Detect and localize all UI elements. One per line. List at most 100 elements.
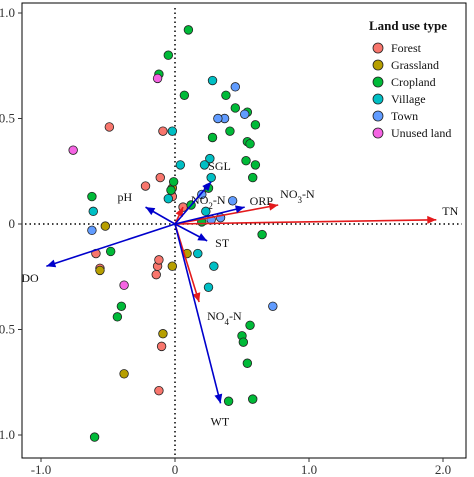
cropland-point: [250, 120, 261, 130]
legend-label-forest: Forest: [391, 41, 422, 55]
town-point: [239, 109, 250, 119]
no3-n-vector: [174, 204, 279, 225]
cropland-point: [89, 432, 100, 442]
village-point: [167, 126, 178, 136]
forest-point: [154, 255, 164, 265]
cropland-point: [248, 394, 258, 404]
wt-vector: [174, 223, 222, 404]
village-point: [203, 282, 214, 293]
cropland-point: [257, 229, 267, 240]
st-arrowhead: [197, 233, 208, 241]
tn-label: TN: [442, 204, 458, 218]
st-label: ST: [215, 236, 230, 250]
village-point: [201, 206, 211, 217]
tn-arrowhead: [427, 215, 437, 224]
village-point: [209, 261, 219, 271]
sgl-vector: [174, 181, 212, 225]
legend-key-village: [372, 93, 384, 105]
forest-point: [140, 181, 151, 191]
legend-key-cropland: [372, 76, 384, 88]
grassland-point: [158, 329, 168, 339]
cropland-point: [230, 103, 241, 113]
cropland-point: [163, 50, 174, 60]
cropland-point: [166, 185, 176, 195]
legend-label-cropland: Cropland: [391, 75, 436, 89]
village-point: [199, 160, 210, 170]
town-point: [268, 301, 278, 311]
grassland-point: [119, 369, 129, 379]
y-axis: -1.0 -0.5 0 0.5 1.0: [0, 5, 22, 442]
cropland-point: [245, 320, 255, 330]
tn-vector: [174, 218, 437, 225]
no4-n-arrowhead: [192, 292, 201, 303]
y-tick-label: 0.5: [0, 111, 15, 126]
orp-vector: [174, 206, 245, 225]
legend-key-forest: [372, 42, 384, 54]
forest-point: [156, 341, 167, 352]
village-point: [207, 75, 218, 86]
cropland-point: [223, 396, 234, 406]
ph-arrowhead: [145, 207, 156, 216]
data-points: [68, 25, 278, 442]
cropland-point: [112, 312, 123, 322]
do-label: DO: [21, 271, 39, 285]
legend-key-grassland: [372, 59, 384, 71]
town-point: [227, 196, 238, 206]
plot-frame: [21, 2, 467, 459]
forest-point: [155, 172, 165, 183]
y-tick-label: 0: [9, 216, 16, 231]
legend-entries: Forest Grassland Cropland Village Town Unused…: [372, 41, 451, 140]
village-point: [163, 193, 174, 204]
legend-title: Land use type: [369, 18, 447, 33]
no4-n-label: NO4-N: [207, 309, 242, 327]
sgl-label: SGL: [208, 159, 231, 173]
village-point: [88, 206, 98, 217]
ph-label: pH: [118, 190, 133, 204]
y-tick-label: -1.0: [0, 427, 15, 442]
village-point: [206, 172, 216, 183]
village-point: [193, 248, 203, 259]
legend-label-unused-land: Unused land: [391, 126, 451, 140]
unused-land-point: [119, 280, 129, 290]
town-point: [87, 225, 97, 236]
cropland-point: [245, 139, 255, 149]
forest-point: [158, 126, 168, 136]
no2-n-label: NO2-N: [191, 193, 226, 211]
cropland-point: [179, 90, 190, 100]
y-tick-label: -0.5: [0, 322, 15, 337]
cropland-point: [225, 126, 235, 136]
cropland-point: [248, 172, 258, 183]
village-point: [175, 160, 186, 170]
cropland-point: [168, 177, 179, 187]
orp-label: ORP: [250, 194, 274, 208]
loading-vectors: TN NO3-N NO2-N NO4-N SGL ORP pH ST DO WT: [21, 159, 458, 429]
cropland-point: [250, 160, 261, 170]
unused-land-point: [68, 145, 78, 155]
cropland-point: [116, 301, 127, 311]
town-point: [230, 82, 241, 92]
grassland-point: [167, 261, 178, 271]
legend-label-village: Village: [391, 92, 426, 106]
x-tick-label: 1.0: [301, 462, 317, 477]
x-axis: -1.0 0 1.0 2.0: [31, 458, 451, 477]
cropland-point: [87, 191, 97, 202]
grassland-point: [95, 265, 105, 276]
cropland-point: [241, 155, 251, 166]
cropland-point: [105, 246, 116, 257]
x-tick-label: -1.0: [31, 462, 52, 477]
no3-n-arrowhead: [268, 202, 279, 211]
orp-arrowhead: [234, 205, 245, 214]
cropland-point: [183, 25, 194, 35]
do-vector: [46, 223, 176, 267]
no2-n-arrowhead: [175, 207, 184, 217]
wt-label: WT: [211, 414, 230, 428]
wt-arrowhead: [214, 393, 223, 404]
forest-point: [151, 269, 161, 280]
unused-land-point: [152, 73, 163, 84]
no3-n-label: NO3-N: [280, 187, 315, 205]
cropland-point: [207, 132, 218, 143]
legend-key-unused-land: [372, 127, 384, 139]
cropland-point: [242, 358, 253, 368]
forest-point: [154, 385, 164, 396]
